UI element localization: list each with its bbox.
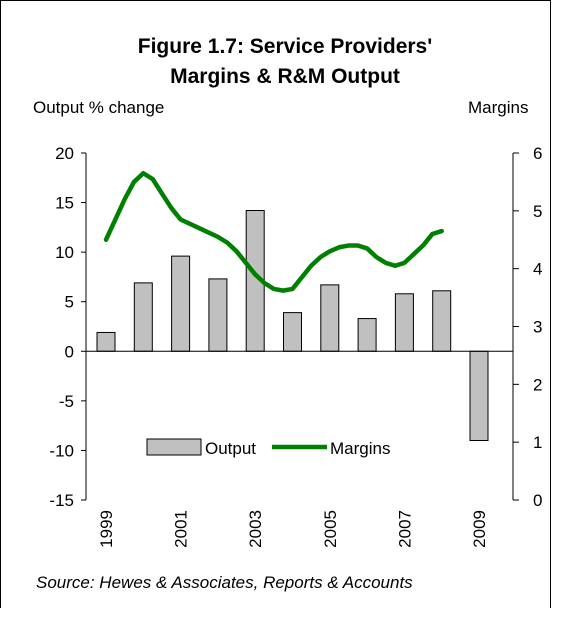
left-tick-label: -5 xyxy=(59,392,74,411)
left-tick-label: 15 xyxy=(55,194,74,213)
x-tick-label-1999: 1999 xyxy=(97,510,116,548)
chart-frame xyxy=(0,0,551,608)
left-axis-label: Output % change xyxy=(33,98,165,117)
x-tick-label-2003: 2003 xyxy=(246,510,265,548)
bar-output-2007 xyxy=(394,293,414,352)
bar-output-1999 xyxy=(96,331,116,352)
bar-output-2001 xyxy=(171,255,191,352)
right-tick-label: 5 xyxy=(533,202,542,221)
right-tick-label: 1 xyxy=(533,433,542,452)
right-axis-label: Margins xyxy=(468,98,529,117)
left-tick-label: 5 xyxy=(65,293,74,312)
bar-output-2009 xyxy=(469,350,489,442)
x-tick-label-2005: 2005 xyxy=(321,510,340,548)
right-tick-label: 6 xyxy=(533,144,542,163)
x-tick-label-2007: 2007 xyxy=(395,510,414,548)
right-tick-label: 0 xyxy=(533,491,542,510)
left-tick-label: -15 xyxy=(49,491,74,510)
x-tick-label-2001: 2001 xyxy=(172,510,191,548)
left-tick-label: 10 xyxy=(55,243,74,262)
legend-label-output: Output xyxy=(205,439,256,458)
left-tick-label: 0 xyxy=(65,342,74,361)
legend-label-margins: Margins xyxy=(330,439,390,458)
chart-title-line-2: Margins & R&M Output xyxy=(170,65,400,88)
right-tick-label: 2 xyxy=(533,375,542,394)
bar-output-2002 xyxy=(208,278,228,352)
left-tick-label: -10 xyxy=(49,441,74,460)
bar-output-2004 xyxy=(283,312,302,352)
line-margins xyxy=(103,170,444,293)
bar-output-2008 xyxy=(432,290,452,352)
bar-output-2005 xyxy=(320,284,340,352)
right-tick-label: 4 xyxy=(533,260,542,279)
left-tick-label: 20 xyxy=(55,144,74,163)
x-tick-label-2009: 2009 xyxy=(470,510,489,548)
source-note: Source: Hewes & Associates, Reports & Ac… xyxy=(36,573,413,592)
right-tick-label: 3 xyxy=(533,318,542,337)
legend-swatch-output xyxy=(146,438,202,456)
chart-title-line-1: Figure 1.7: Service Providers' xyxy=(137,35,433,58)
bar-output-2000 xyxy=(133,282,153,352)
bar-output-2006 xyxy=(357,318,377,352)
